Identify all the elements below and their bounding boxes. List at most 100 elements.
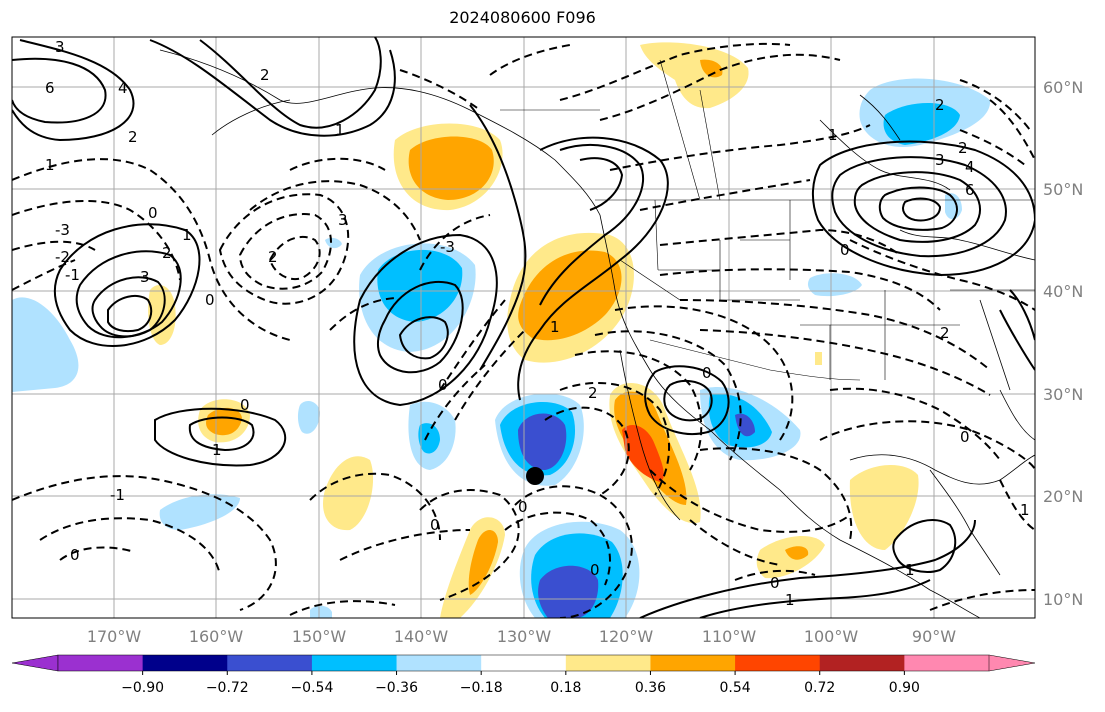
negative-anomaly-blob — [325, 237, 342, 249]
colorbar-band — [481, 655, 567, 671]
political-borders — [500, 59, 1035, 381]
lat-label: 20°N — [1043, 487, 1083, 506]
colorbar-band — [819, 655, 905, 671]
coastlines — [159, 49, 1035, 618]
negative-contours — [12, 42, 1035, 618]
contour-label: 2 — [958, 139, 968, 157]
contour-label: -2 — [55, 248, 70, 266]
colorbar-tick-label: −0.18 — [460, 680, 503, 696]
colorbar-band — [227, 655, 313, 671]
colorbar-band — [650, 655, 736, 671]
contour-label: 2 — [940, 324, 950, 342]
contour-label: -1 — [65, 266, 80, 284]
colorbar-band — [565, 655, 651, 671]
colorbar-tick-label: −0.36 — [375, 680, 418, 696]
positive-anomaly-blob — [518, 250, 622, 341]
contour-label: 0 — [590, 561, 600, 579]
contour-label: 0 — [438, 376, 448, 394]
contour-label: 0 — [770, 574, 780, 592]
contour-label: 1 — [45, 156, 55, 174]
contour-label: 3 — [935, 151, 945, 169]
colorbar-band — [396, 655, 482, 671]
contour-label: 1 — [212, 441, 222, 459]
contour-label: 3 — [140, 268, 150, 286]
colorbar-band — [142, 655, 228, 671]
colorbar: −0.90 −0.72 −0.54 −0.36 −0.18 0.18 0.36 0.54 0.7… — [11, 654, 1036, 696]
negative-anomaly-blob — [159, 494, 240, 530]
colorbar-band — [58, 655, 144, 671]
negative-anomaly-blob — [807, 273, 862, 297]
contour-label: 6 — [45, 79, 55, 97]
positive-anomaly-blob — [700, 59, 723, 78]
positive-anomaly-blob — [640, 42, 749, 109]
negative-anomaly-blob — [297, 400, 320, 434]
colorbar-tick-label: −0.72 — [206, 680, 249, 696]
positive-anomaly-blob — [785, 546, 809, 560]
lon-label: 150°W — [292, 627, 347, 646]
contour-label: 2 — [588, 384, 598, 402]
positive-anomaly-blob — [622, 425, 664, 482]
positive-anomaly-blob — [468, 530, 498, 595]
colorbar-tick-label: −0.90 — [121, 680, 164, 696]
lat-label: 10°N — [1043, 590, 1083, 609]
contour-label: 2 — [935, 96, 945, 114]
negative-anomaly-blob — [518, 413, 567, 470]
map-plot-area — [12, 37, 1035, 618]
colorbar-band — [904, 655, 990, 671]
colorbar-extend-min — [11, 654, 59, 672]
contour-label: 3 — [338, 211, 348, 229]
lon-label: 110°W — [702, 627, 757, 646]
lon-label: 130°W — [497, 627, 552, 646]
contour-label: 6 — [965, 181, 975, 199]
lat-label: 30°N — [1043, 385, 1083, 404]
contour-label: 1 — [1020, 501, 1030, 519]
positive-anomaly-blob — [408, 136, 494, 200]
contour-label: -3 — [440, 238, 455, 256]
lat-label: 60°N — [1043, 78, 1083, 97]
contour-label: 0 — [960, 428, 970, 446]
contour-label: 2 — [268, 248, 278, 266]
contour-label: 2 — [128, 128, 138, 146]
contour-label: 1 — [550, 318, 560, 336]
lon-label: 170°W — [87, 627, 142, 646]
negative-anomaly-blob — [12, 297, 79, 392]
negative-anomaly-blob — [538, 565, 599, 618]
negative-anomaly-blob — [945, 193, 962, 220]
colorbar-extend-max — [988, 654, 1036, 672]
contour-label: 0 — [148, 204, 158, 222]
contour-label: 1 — [905, 561, 915, 579]
contour-label: 3 — [55, 38, 65, 56]
contour-label: 0 — [70, 546, 80, 564]
colorbar-band — [311, 655, 398, 671]
longitude-labels: 170°W 160°W 150°W 140°W 130°W 120°W 110°… — [87, 627, 956, 646]
negative-anomaly-blob — [883, 102, 960, 145]
contour-label: 0 — [430, 516, 440, 534]
contour-label: 0 — [840, 241, 850, 259]
contour-label: 4 — [965, 158, 975, 176]
contour-label: -1 — [110, 486, 125, 504]
lon-label: 90°W — [912, 627, 956, 646]
contour-label: 0 — [702, 364, 712, 382]
contour-label: 2 — [260, 66, 270, 84]
lon-label: 140°W — [394, 627, 449, 646]
positive-anomaly-blob — [206, 407, 242, 436]
lat-label: 50°N — [1043, 180, 1083, 199]
colorbar-tick-label: 0.90 — [889, 680, 920, 696]
lat-label: 40°N — [1043, 282, 1083, 301]
colorbar-tick-label: 0.54 — [720, 680, 751, 696]
colorbar-tick-label: 0.18 — [550, 680, 581, 696]
positive-anomaly-blob — [815, 352, 822, 365]
contour-label: 1 — [785, 591, 795, 609]
contour-labels: 3 6 4 2 1 0 -1 -2 -3 3 2 1 0 1 2 3 2 1 0… — [45, 38, 1030, 609]
map-frame — [11, 36, 1036, 619]
colorbar-tick-label: 0.72 — [804, 680, 835, 696]
contour-label: 0 — [205, 291, 215, 309]
contour-label: 0 — [518, 498, 528, 516]
storm-center-marker — [526, 467, 544, 485]
contour-label: -3 — [55, 221, 70, 239]
colorbar-tick-label: −0.54 — [290, 680, 333, 696]
contour-label: 0 — [240, 396, 250, 414]
colorbar-tick-label: 0.36 — [635, 680, 666, 696]
contour-label: 4 — [118, 79, 128, 97]
